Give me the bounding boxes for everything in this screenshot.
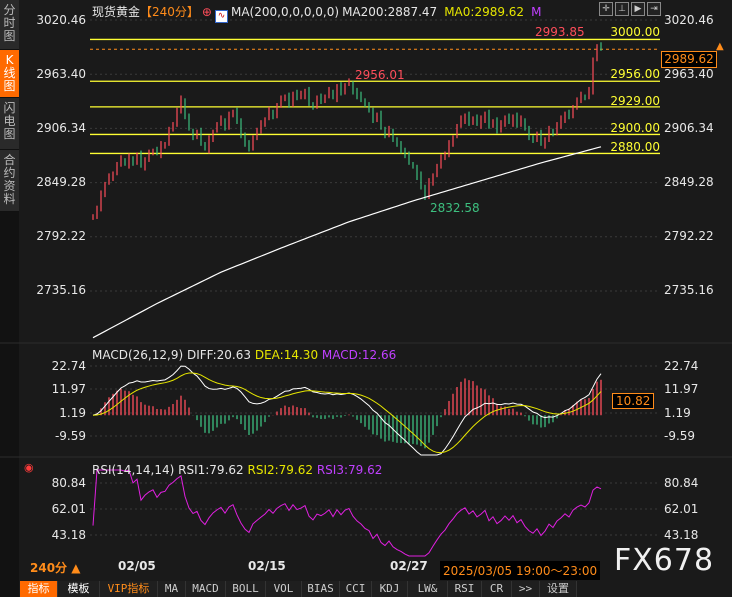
toolbar-tab[interactable]: 模板 bbox=[58, 581, 100, 597]
price-axis-left-label: 2735.16 bbox=[36, 283, 86, 297]
macd-dea: DEA:14.30 bbox=[254, 348, 319, 362]
time-label: 02/15 bbox=[248, 559, 286, 573]
symbol-name: 现货黄金 bbox=[92, 5, 141, 19]
tab-kline-chart[interactable]: K线图 bbox=[0, 50, 19, 98]
rsi-axis-right: 43.18 bbox=[664, 528, 699, 542]
period-selector[interactable]: 240分 ▲ bbox=[30, 561, 81, 575]
rsi-axis-right: 62.01 bbox=[664, 502, 699, 516]
rsi2-value: RSI2:79.62 bbox=[247, 463, 314, 477]
macd-macd: MACD:12.66 bbox=[321, 348, 397, 362]
price-axis-right-label: 2849.28 bbox=[664, 175, 714, 189]
toolbar-tab[interactable]: MA bbox=[158, 581, 186, 597]
rsi3-value: RSI3:79.62 bbox=[316, 463, 383, 477]
high-marker: 2956.01 bbox=[355, 68, 405, 82]
ma-params: MA(200,0,0,0,0,0) bbox=[230, 5, 340, 19]
rsi-axis-left: 80.84 bbox=[51, 476, 86, 490]
time-label: 02/05 bbox=[118, 559, 156, 573]
toolbar-tab[interactable]: CCI bbox=[340, 581, 372, 597]
cursor-time-box: 2025/03/05 19:00～23:00 bbox=[440, 561, 601, 580]
rsi-line bbox=[92, 469, 602, 557]
dea-line bbox=[92, 372, 602, 454]
low-marker: 2832.58 bbox=[430, 201, 480, 215]
macd-legend: MACD(26,12,9) DIFF:20.63 DEA:14.30 MACD:… bbox=[92, 348, 396, 362]
rsi-target-icon[interactable]: ◉ bbox=[24, 461, 34, 474]
chart-header: 现货黄金【240分】 ⊕ ∿ MA(200,0,0,0,0,0) MA200:2887.… bbox=[92, 3, 544, 23]
price-axis-left-label: 2963.40 bbox=[36, 67, 86, 81]
play-icon[interactable]: ▶ bbox=[631, 2, 645, 16]
price-axis-right-label: 2735.16 bbox=[664, 283, 714, 297]
price-axis-right-label: 2906.34 bbox=[664, 121, 714, 135]
toolbar-tab[interactable]: KDJ bbox=[372, 581, 408, 597]
rsi1-value: RSI1:79.62 bbox=[178, 463, 244, 477]
rsi-axis-right: 80.84 bbox=[664, 476, 699, 490]
macd-axis-left: 11.97 bbox=[51, 382, 86, 396]
tab-contract-info[interactable]: 合约资料 bbox=[0, 150, 19, 212]
scroll-up-icon[interactable]: ▲ bbox=[716, 41, 724, 52]
price-axis-right-label: 3020.46 bbox=[664, 13, 714, 27]
macd-current-box: 10.82 bbox=[612, 393, 655, 409]
macd-axis-left: 1.19 bbox=[59, 406, 86, 420]
ma200-line bbox=[92, 146, 602, 339]
level-label-2956: 2956.00 bbox=[610, 67, 660, 81]
toolbar-tab[interactable]: VOL bbox=[266, 581, 302, 597]
tab-flash-chart[interactable]: 闪电图 bbox=[0, 98, 19, 150]
rsi-params: RSI(14,14,14) bbox=[92, 463, 175, 477]
toolbar-tab[interactable]: MACD bbox=[186, 581, 226, 597]
rsi-axis-left: 62.01 bbox=[51, 502, 86, 516]
macd-axis-right: -9.59 bbox=[664, 429, 696, 443]
rsi-axis-left: 43.18 bbox=[51, 528, 86, 542]
level-label-3000: 3000.00 bbox=[610, 25, 660, 39]
macd-params: MACD(26,12,9) bbox=[92, 348, 184, 362]
settings-target-icon[interactable]: ⊕ bbox=[201, 5, 212, 19]
toolbar-tab[interactable]: >> bbox=[512, 581, 540, 597]
price-axis-right-label: 2963.40 bbox=[664, 67, 714, 81]
price-axis-left-label: 2906.34 bbox=[36, 121, 86, 135]
toolbar-tab[interactable]: 指标 bbox=[20, 581, 58, 597]
period-label: 【240分】 bbox=[140, 5, 199, 19]
rsi-legend: RSI(14,14,14) RSI1:79.62 RSI2:79.62 RSI3… bbox=[92, 463, 382, 477]
toolbar-tab[interactable]: VIP指标 bbox=[100, 581, 158, 597]
toolbar-tab[interactable]: BOLL bbox=[226, 581, 266, 597]
macd-axis-left: -9.59 bbox=[54, 429, 86, 443]
macd-diff: DIFF:20.63 bbox=[186, 348, 252, 362]
crosshair-icon[interactable]: ✛ bbox=[599, 2, 613, 16]
macd-axis-right: 22.74 bbox=[664, 359, 699, 373]
macd-axis-right: 11.97 bbox=[664, 382, 699, 396]
ma200-value: MA200:2887.47 bbox=[342, 5, 438, 19]
toolbar-tab[interactable]: LW& bbox=[408, 581, 448, 597]
level-label-2929: 2929.00 bbox=[610, 94, 660, 108]
watermark-logo: FX678 bbox=[614, 543, 715, 578]
macd-axis-right: 1.19 bbox=[664, 406, 691, 420]
sidebar: 分时图 K线图 闪电图 合约资料 bbox=[0, 0, 19, 597]
toolbar-tab[interactable]: RSI bbox=[448, 581, 482, 597]
price-axis-left-label: 3020.46 bbox=[36, 13, 86, 27]
price-axis-right-label: 2792.22 bbox=[664, 229, 714, 243]
indicator-chart-icon[interactable]: ∿ bbox=[214, 10, 228, 23]
level-label-2880: 2880.00 bbox=[610, 140, 660, 154]
level-label-2900: 2900.00 bbox=[610, 121, 660, 135]
toolbar-tab[interactable]: 设置 bbox=[540, 581, 577, 597]
macd-axis-left: 22.74 bbox=[51, 359, 86, 373]
recent-high-marker: 2993.85 bbox=[535, 25, 585, 39]
toolbar-tab[interactable]: CR bbox=[482, 581, 512, 597]
time-label: 02/27 bbox=[390, 559, 428, 573]
price-axis-left-label: 2849.28 bbox=[36, 175, 86, 189]
more-ma-toggle[interactable]: M bbox=[531, 5, 542, 19]
price-axis-left-label: 2792.22 bbox=[36, 229, 86, 243]
current-price-box: 2989.62 bbox=[661, 51, 717, 68]
step-forward-icon[interactable]: ⇥ bbox=[647, 2, 661, 16]
toolbar-tab[interactable]: BIAS bbox=[302, 581, 340, 597]
range-icon[interactable]: ⊥ bbox=[615, 2, 629, 16]
ma0-value: MA0:2989.62 bbox=[444, 5, 525, 19]
tab-time-chart[interactable]: 分时图 bbox=[0, 0, 19, 50]
